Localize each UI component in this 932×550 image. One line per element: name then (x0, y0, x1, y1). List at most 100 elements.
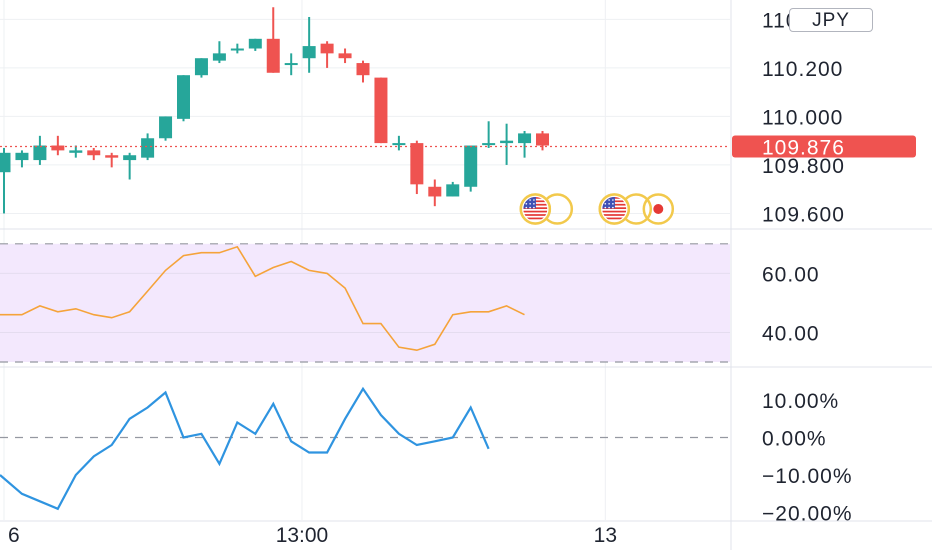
candle-body (338, 53, 352, 59)
flag-star (529, 206, 531, 209)
candles-layer (0, 7, 730, 214)
candle-body (105, 155, 119, 158)
flag-star (608, 199, 610, 201)
candle (212, 41, 226, 64)
candle-body (500, 140, 514, 144)
candle (410, 140, 424, 195)
candle (464, 145, 478, 192)
candle-body (266, 38, 280, 73)
candle-body (0, 152, 11, 173)
candle-body (284, 63, 298, 66)
candle (266, 7, 280, 73)
flag-star (533, 203, 535, 205)
candle-body (123, 155, 137, 161)
price-tick-label: 110.200 (762, 58, 843, 81)
candle-body (518, 133, 532, 144)
price-tick-label: 109.800 (762, 155, 845, 178)
candle (356, 60, 370, 83)
price-tick-label: 110.000 (762, 106, 843, 129)
flag-stripe (602, 214, 627, 216)
candle (177, 75, 190, 122)
currency-badge[interactable]: JPY (789, 8, 873, 32)
momentum-layer (0, 386, 730, 511)
time-tick-label: 13:00 (276, 524, 329, 547)
flag-star (533, 199, 535, 201)
last-price-badge (732, 135, 916, 158)
candle-body (33, 145, 47, 161)
flag-star (604, 206, 607, 209)
candle (374, 77, 388, 144)
us-flag-icon (519, 193, 552, 225)
rsi-tick-label: 40.00 (762, 322, 820, 345)
flag-star (608, 203, 610, 205)
flag-star (533, 206, 535, 209)
rsi-layer (0, 245, 525, 352)
momentum-tick-label: −20.00% (762, 503, 853, 526)
candle-body (212, 53, 226, 61)
candle-body (15, 152, 29, 161)
candle-body (392, 143, 406, 146)
flag-stripe (523, 217, 548, 220)
candle-body (194, 58, 208, 76)
last-price-label: 109.876 (762, 137, 845, 160)
candle-body (248, 38, 262, 49)
price-tick-label: 109.600 (762, 203, 845, 226)
candle (0, 147, 11, 214)
flag-stripe (602, 210, 627, 213)
candle-body (464, 145, 478, 187)
event-marker (598, 193, 675, 225)
candle (230, 43, 244, 54)
candle-body (356, 63, 370, 76)
flag-star (612, 203, 614, 205)
rsi-band-layer (0, 243, 730, 363)
us-flag-icon (598, 193, 631, 225)
candle (500, 123, 514, 165)
candle-body (428, 186, 442, 197)
flag-star (612, 199, 614, 201)
candle (482, 121, 496, 148)
candle (338, 48, 352, 64)
flag-star (525, 206, 528, 209)
candle (87, 147, 101, 161)
candle (69, 145, 83, 158)
momentum-line (0, 386, 490, 511)
candle-body (87, 150, 101, 156)
candle (105, 152, 119, 168)
candle (51, 135, 65, 156)
flag-star (525, 203, 528, 205)
candle-body (374, 77, 388, 144)
rsi-line (0, 245, 525, 352)
candle (428, 179, 442, 207)
rsi-tick-label: 60.00 (762, 263, 820, 286)
flag-star (529, 199, 531, 201)
candle-body (482, 143, 496, 146)
events-layer (519, 193, 675, 225)
flag-star (608, 206, 610, 209)
time-tick-label: 13 (594, 524, 617, 547)
candle (536, 130, 549, 151)
candle (194, 58, 208, 78)
candle-body (69, 150, 83, 153)
candle-body (536, 133, 549, 146)
flag-canton (602, 197, 615, 209)
candle (123, 152, 137, 180)
flag-star (604, 203, 607, 205)
candle (518, 130, 532, 158)
candle (33, 135, 47, 165)
flag-stripe (523, 210, 548, 213)
jp-flag-icon (642, 193, 675, 225)
candle (392, 135, 406, 151)
flag-star (529, 203, 531, 205)
candle (302, 16, 316, 73)
candle-body (302, 46, 316, 59)
candle (15, 150, 29, 168)
momentum-tick-label: 10.00% (762, 390, 839, 413)
flag-canton (523, 197, 536, 209)
flag-star (612, 206, 614, 209)
event-marker (519, 193, 574, 225)
candle (159, 116, 173, 141)
candle-body (230, 48, 244, 51)
jp-sun (653, 204, 664, 214)
